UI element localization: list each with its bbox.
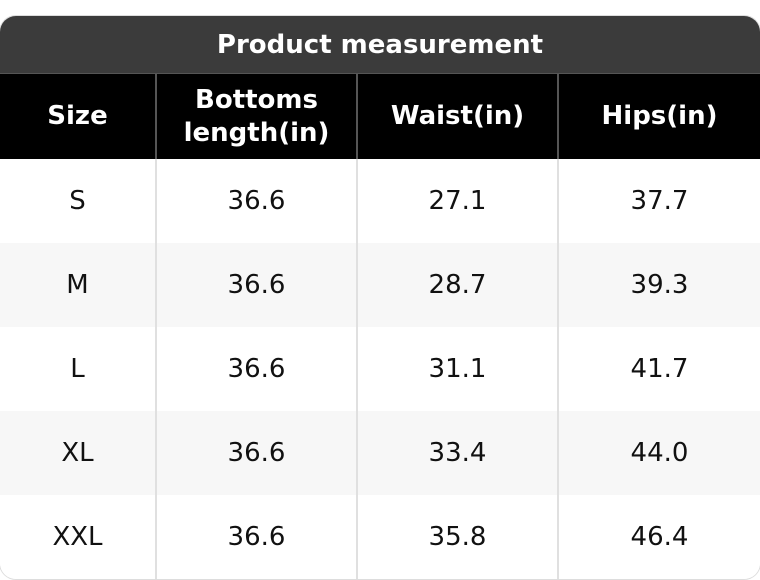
- table-cell: 36.6: [155, 159, 356, 243]
- table-row: XL 36.6 33.4 44.0: [0, 411, 760, 495]
- table-cell: XXL: [52, 521, 103, 552]
- table-row: L 36.6 31.1 41.7: [0, 327, 760, 411]
- table-cell: S: [69, 185, 86, 216]
- table-cell: 27.1: [356, 159, 557, 243]
- header-cell: Bottoms length(in): [155, 74, 356, 159]
- table-cell: 36.6: [155, 327, 356, 411]
- table-cell: 44.0: [557, 411, 760, 495]
- table-cell: 36.6: [155, 243, 356, 327]
- table-cell: 41.7: [557, 327, 760, 411]
- table-cell: 46.4: [557, 495, 760, 579]
- table-body: S 36.6 27.1 37.7 M 36.6 28.7 39.3 L 36.6 31.1 41.7 X…: [0, 159, 760, 579]
- table-cell: 36.6: [155, 495, 356, 579]
- table-cell: 39.3: [557, 243, 760, 327]
- size-table: Product measurement Size Bottoms length(i…: [0, 16, 760, 579]
- table-cell: M: [66, 269, 89, 300]
- header-cell: Size: [47, 101, 108, 131]
- table-cell: L: [70, 353, 85, 384]
- table-cell: 31.1: [356, 327, 557, 411]
- table-cell: 35.8: [356, 495, 557, 579]
- header-row: Size Bottoms length(in) Waist(in) Hips(in): [0, 74, 760, 159]
- table-cell: 36.6: [155, 411, 356, 495]
- table-row: M 36.6 28.7 39.3: [0, 243, 760, 327]
- table-cell: XL: [61, 437, 94, 468]
- table-title: Product measurement: [0, 16, 760, 74]
- table-cell: 28.7: [356, 243, 557, 327]
- table-row: S 36.6 27.1 37.7: [0, 159, 760, 243]
- table-cell: 33.4: [356, 411, 557, 495]
- header-cell: Hips(in): [557, 74, 760, 159]
- table-cell: 37.7: [557, 159, 760, 243]
- table-row: XXL 36.6 35.8 46.4: [0, 495, 760, 579]
- header-cell: Waist(in): [356, 74, 557, 159]
